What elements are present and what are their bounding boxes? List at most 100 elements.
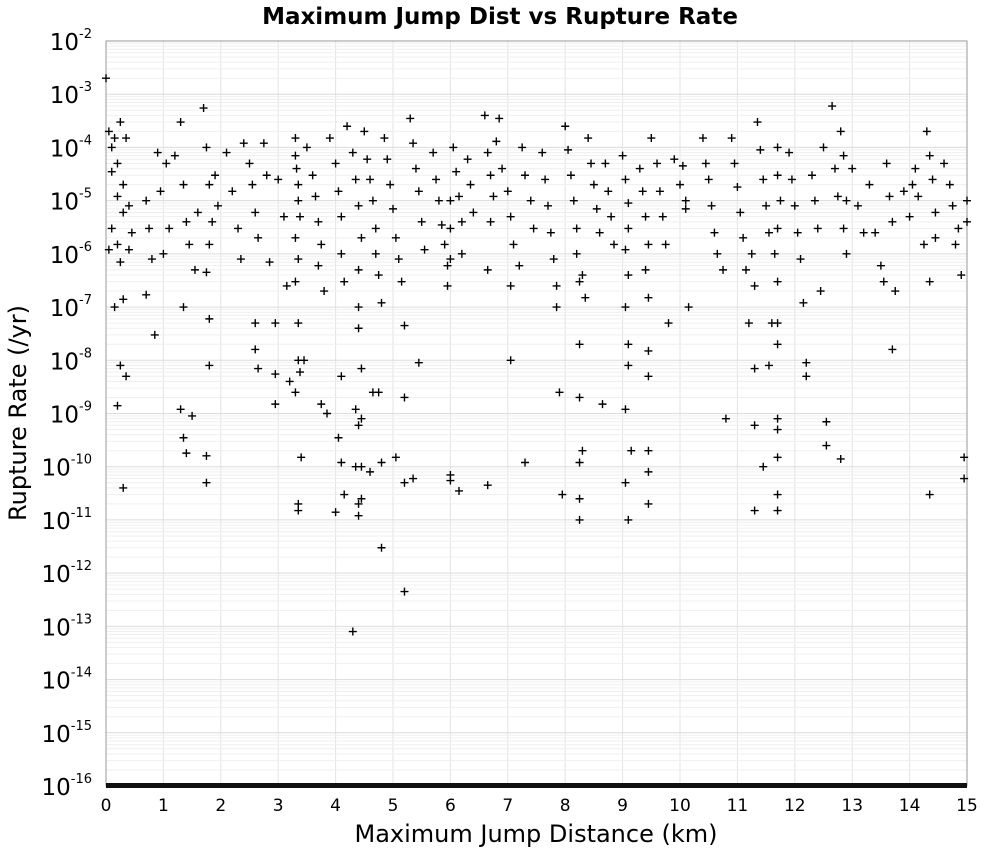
data-point [483,148,492,157]
data-point [739,233,748,242]
data-point [170,151,179,160]
data-point [380,134,389,143]
data-point [483,265,492,274]
data-point [733,183,742,192]
data-point [787,175,796,184]
data-point [759,462,768,471]
data-point [495,114,504,123]
data-point [575,340,584,349]
data-point [205,314,214,323]
floor-marker-band [106,783,967,788]
data-point [891,287,900,296]
data-point [113,159,122,168]
data-point [802,372,811,381]
data-point [420,245,429,254]
data-point [371,249,380,258]
data-point [251,319,260,328]
data-point [750,506,759,515]
data-point [480,111,489,120]
y-tick-label: 10-6 [50,240,92,269]
x-tick-label: 14 [899,796,921,816]
data-point [822,441,831,450]
data-point [773,340,782,349]
data-point [351,175,360,184]
data-point [110,303,119,312]
data-point [589,180,598,189]
data-point [300,356,309,365]
data-point [222,148,231,157]
data-point [145,224,154,233]
data-point [543,201,552,210]
data-point [414,187,423,196]
data-point [193,208,202,217]
data-point [251,345,260,354]
y-tick-label: 10-13 [41,612,92,641]
data-point [658,212,667,221]
data-point [411,164,420,173]
data-point [793,228,802,237]
data-point [773,490,782,499]
data-point [598,400,607,409]
y-tick-label: 10-7 [50,293,92,322]
data-point [377,458,386,467]
data-point [770,249,779,258]
data-point [357,233,366,242]
y-tick-label: 10-16 [41,772,92,801]
data-point [236,255,245,264]
data-point [254,233,263,242]
data-point [314,261,323,270]
data-point [179,180,188,189]
data-point [368,388,377,397]
data-point [773,506,782,515]
data-point [162,159,171,168]
data-point [704,175,713,184]
data-point [363,155,372,164]
data-point [302,143,311,152]
data-point [389,204,397,213]
data-point [521,171,530,180]
data-point [434,196,443,205]
data-point [678,161,687,170]
data-point [808,171,817,180]
data-point [285,377,294,386]
y-tick-label: 10-8 [50,346,92,375]
data-point [506,212,515,221]
data-point [179,303,188,312]
data-point [357,364,366,373]
data-point [816,287,825,296]
x-axis-label: Maximum Jump Distance (km) [355,820,718,848]
data-point [710,228,719,237]
data-point [681,204,690,213]
data-point [271,370,280,379]
data-point [179,433,188,442]
data-point [406,114,415,123]
data-point [202,451,211,460]
data-point [251,208,260,217]
data-point [202,478,211,487]
data-point [698,134,707,143]
data-point [357,414,366,423]
data-point [681,196,690,205]
data-point [104,245,113,254]
data-point [386,180,395,189]
data-point [848,164,857,173]
data-point [644,293,653,302]
data-point [526,196,535,205]
y-tick-label: 10-15 [41,719,92,748]
data-point [581,293,590,302]
data-point [919,240,928,249]
data-point [960,453,969,462]
data-point [119,483,128,492]
data-point [621,245,630,254]
data-point [641,265,650,274]
data-point [888,345,897,354]
data-point [773,425,782,434]
data-point [311,192,320,201]
data-point [205,180,214,189]
data-point [446,224,455,233]
data-point [785,148,794,157]
data-point [905,212,914,221]
data-point [446,476,455,485]
data-point [842,249,851,258]
data-point [127,228,136,237]
